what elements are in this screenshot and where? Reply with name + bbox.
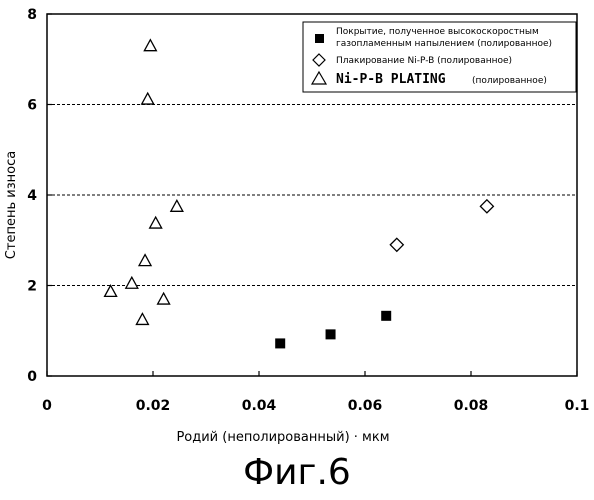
legend-label-nipb-english: Ni-P-B PLATING	[336, 72, 446, 87]
legend-label-nipb-plating: Плакирование Ni-P-B (полированное)	[336, 56, 512, 66]
y-axis-ticks: 0 2 4 6 8	[27, 7, 52, 385]
figure-caption: Фиг.6	[0, 452, 594, 493]
x-axis-label: Родий (неполированный) · мкм	[176, 430, 389, 445]
legend-marker-hvof	[315, 34, 324, 43]
x-tick-label-3: 0.06	[348, 398, 383, 414]
point-nipb-english-1	[126, 277, 138, 288]
point-nipb-english-7	[158, 293, 170, 304]
y-tick-label-4: 8	[27, 7, 37, 23]
x-tick-label-1: 0.02	[136, 398, 171, 414]
point-hvof-2	[381, 311, 391, 321]
gridlines	[47, 105, 577, 286]
x-tick-label-4: 0.08	[454, 398, 489, 414]
point-nipb-plating-0	[390, 238, 403, 251]
y-tick-label-3: 6	[27, 98, 37, 114]
legend-label-nipb-english-suffix: (полированное)	[472, 76, 547, 86]
y-tick-label-0: 0	[27, 369, 37, 385]
x-tick-label-2: 0.04	[242, 398, 277, 414]
y-tick-label-2: 4	[27, 188, 37, 204]
wear-scatter-chart: 0 2 4 6 8 0 0.02 0.04 0.06 0.08 0.1 Степень износ…	[0, 0, 594, 450]
point-nipb-english-2	[136, 313, 148, 324]
legend-label-hvof-line2: газопламенным напылением (полированное)	[336, 39, 552, 49]
point-nipb-english-3	[139, 255, 151, 266]
y-axis-label: Степень износа	[4, 151, 19, 259]
point-nipb-plating-1	[480, 200, 493, 213]
y-tick-label-1: 2	[27, 279, 37, 295]
point-nipb-english-0	[105, 285, 117, 296]
point-nipb-english-5	[144, 40, 156, 51]
point-hvof-1	[326, 329, 336, 339]
x-tick-label-0: 0	[42, 398, 52, 414]
point-hvof-0	[275, 338, 285, 348]
point-nipb-english-6	[150, 217, 162, 228]
legend: Покрытие, полученное высокоскоростным га…	[303, 22, 576, 92]
point-nipb-english-8	[171, 200, 183, 211]
legend-label-hvof-line1: Покрытие, полученное высокоскоростным	[336, 27, 539, 37]
point-nipb-english-4	[142, 93, 154, 104]
x-tick-label-5: 0.1	[565, 398, 590, 414]
x-axis-ticks: 0 0.02 0.04 0.06 0.08 0.1	[42, 371, 589, 414]
